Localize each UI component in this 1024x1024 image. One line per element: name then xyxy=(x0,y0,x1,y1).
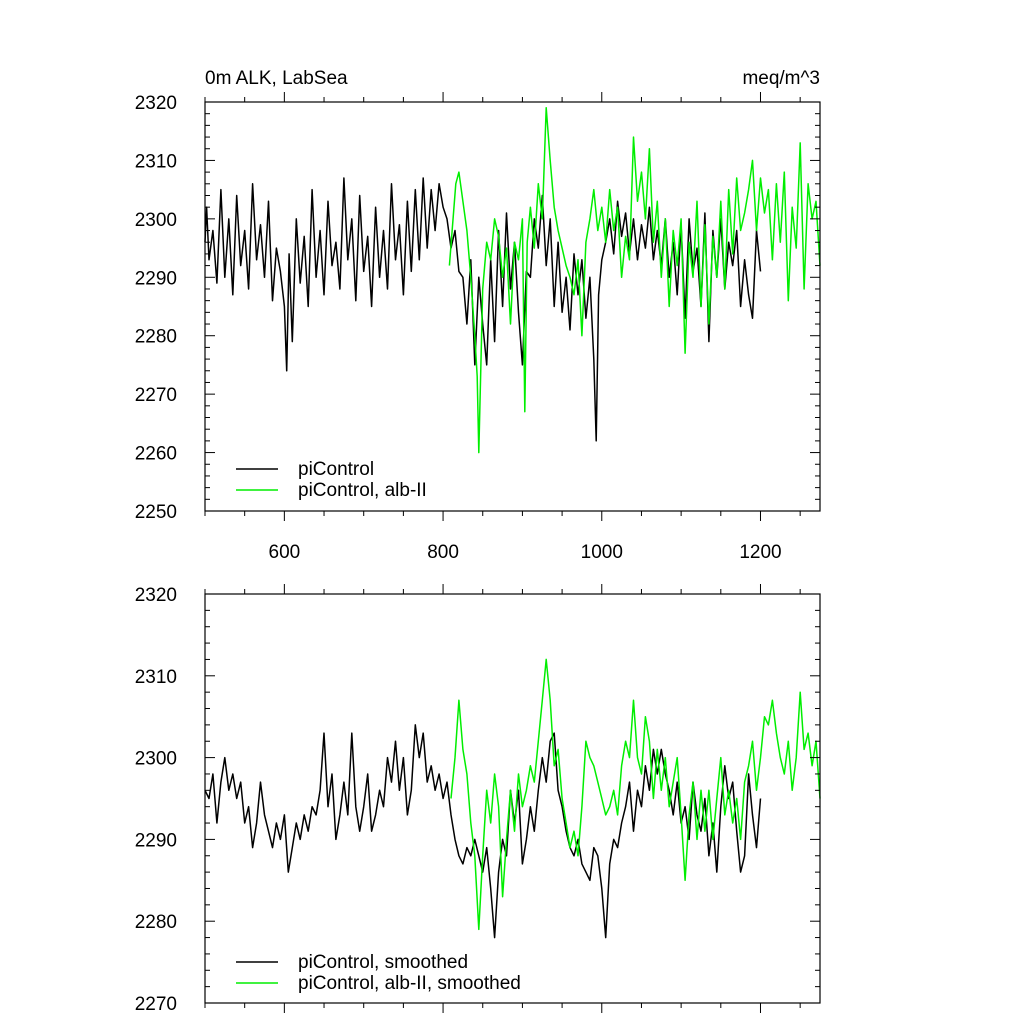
y-tick-label: 2250 xyxy=(135,502,177,523)
x-tick-label: 600 xyxy=(269,542,301,563)
axes: 2250 2260 2270 2280 2290 2300 2310 2320 600 800 10… xyxy=(135,92,820,563)
series-line-1 xyxy=(448,107,821,454)
y-tick-label: 2290 xyxy=(135,830,177,851)
y-tick-label: 2300 xyxy=(135,749,177,770)
plot-frame xyxy=(204,101,821,512)
y-tick-label: 2280 xyxy=(135,912,177,933)
y-tick-label: 2270 xyxy=(135,385,177,406)
legend-label: piControl, alb-II, smoothed xyxy=(298,973,521,994)
series-line-0 xyxy=(204,724,762,939)
y-tick-label: 2270 xyxy=(135,994,177,1015)
y-tick-label: 2320 xyxy=(135,585,177,606)
alkalinity-smoothed-panel: 2270 2280 2290 2300 2310 2320 piControl, smoo… xyxy=(135,584,821,1015)
x-tick-label: 1000 xyxy=(581,542,623,563)
alkalinity-timeseries-panel: 0m ALK, LabSea meq/m^3 22502260227022802… xyxy=(135,68,821,563)
y-tick-label: 2320 xyxy=(135,93,177,114)
y-tick-label: 2280 xyxy=(135,327,177,348)
legend-label: piControl, alb-II xyxy=(298,480,427,501)
y-tick-label: 2310 xyxy=(135,667,177,688)
y-tick-label: 2300 xyxy=(135,210,177,231)
axes: 2270 2280 2290 2300 2310 2320 xyxy=(135,584,820,1015)
legend-label: piControl, smoothed xyxy=(298,952,468,973)
x-tick-label: 800 xyxy=(427,542,459,563)
plot-area xyxy=(204,658,821,939)
x-tick-label: 1200 xyxy=(739,542,781,563)
chart-title: 0m ALK, LabSea xyxy=(205,68,348,89)
plot-area xyxy=(204,107,821,454)
plot-frame xyxy=(204,593,821,1004)
y-tick-label: 2260 xyxy=(135,444,177,465)
y-tick-label: 2290 xyxy=(135,268,177,289)
legend-label: piControl xyxy=(298,459,374,480)
series-line-1 xyxy=(450,658,821,931)
chart-units: meq/m^3 xyxy=(742,68,820,89)
y-tick-label: 2310 xyxy=(135,151,177,172)
